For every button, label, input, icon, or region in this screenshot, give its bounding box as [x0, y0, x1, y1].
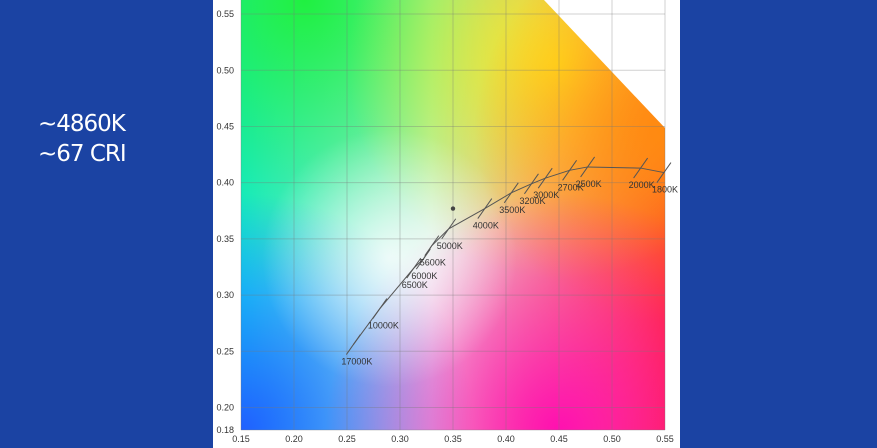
isotherm — [477, 198, 493, 219]
cct-label: 17000K — [341, 357, 372, 367]
y-tick-label: 0.18 — [216, 425, 234, 435]
cct-label: 1800K — [652, 185, 678, 195]
cct-label: 10000K — [368, 321, 399, 331]
isotherm — [372, 298, 388, 319]
y-tick-label: 0.25 — [216, 346, 234, 356]
cct-label: 3500K — [499, 205, 525, 215]
isotherm — [441, 218, 457, 240]
isotherm — [524, 173, 539, 195]
isotherm — [580, 156, 596, 178]
cct-text: ~4860K — [38, 111, 126, 137]
y-tick-label: 0.35 — [216, 234, 234, 244]
cct-label: 5000K — [437, 241, 463, 251]
isotherm — [656, 162, 672, 183]
x-tick-label: 0.25 — [338, 434, 356, 444]
y-tick-label: 0.40 — [216, 178, 234, 188]
cct-label: 2000K — [629, 180, 655, 190]
y-tick-label: 0.45 — [216, 121, 234, 131]
x-tick-label: 0.20 — [285, 434, 303, 444]
cct-label: 6000K — [411, 271, 437, 281]
cct-label: 2700K — [558, 182, 584, 192]
cct-label: 3200K — [519, 196, 545, 206]
cct-label: 4000K — [473, 221, 499, 231]
x-tick-label: 0.45 — [550, 434, 568, 444]
isotherm — [406, 257, 422, 279]
isotherm — [537, 167, 553, 189]
isotherm — [345, 334, 361, 355]
color-field — [241, 0, 665, 430]
x-tick-label: 0.40 — [497, 434, 515, 444]
x-tick-label: 0.30 — [391, 434, 409, 444]
isotherm — [633, 157, 649, 179]
isotherm — [503, 182, 519, 204]
isotherm — [415, 248, 431, 270]
x-tick-label: 0.55 — [656, 434, 674, 444]
isotherm — [424, 235, 440, 256]
x-tick-label: 0.15 — [232, 434, 250, 444]
cct-label: 6500K — [402, 280, 428, 290]
cct-label: 3000K — [533, 190, 559, 200]
y-tick-label: 0.30 — [216, 290, 234, 300]
y-tick-label: 0.20 — [216, 403, 234, 413]
x-tick-label: 0.35 — [444, 434, 462, 444]
cri-text: ~67 CRI — [38, 141, 127, 167]
measured-point — [450, 206, 456, 211]
isotherm — [562, 160, 578, 181]
y-tick-label: 0.55 — [216, 9, 234, 19]
y-tick-label: 0.50 — [216, 65, 234, 75]
cct-label: 5600K — [420, 258, 446, 268]
x-tick-label: 0.50 — [603, 434, 621, 444]
cct-label: 2500K — [576, 179, 602, 189]
